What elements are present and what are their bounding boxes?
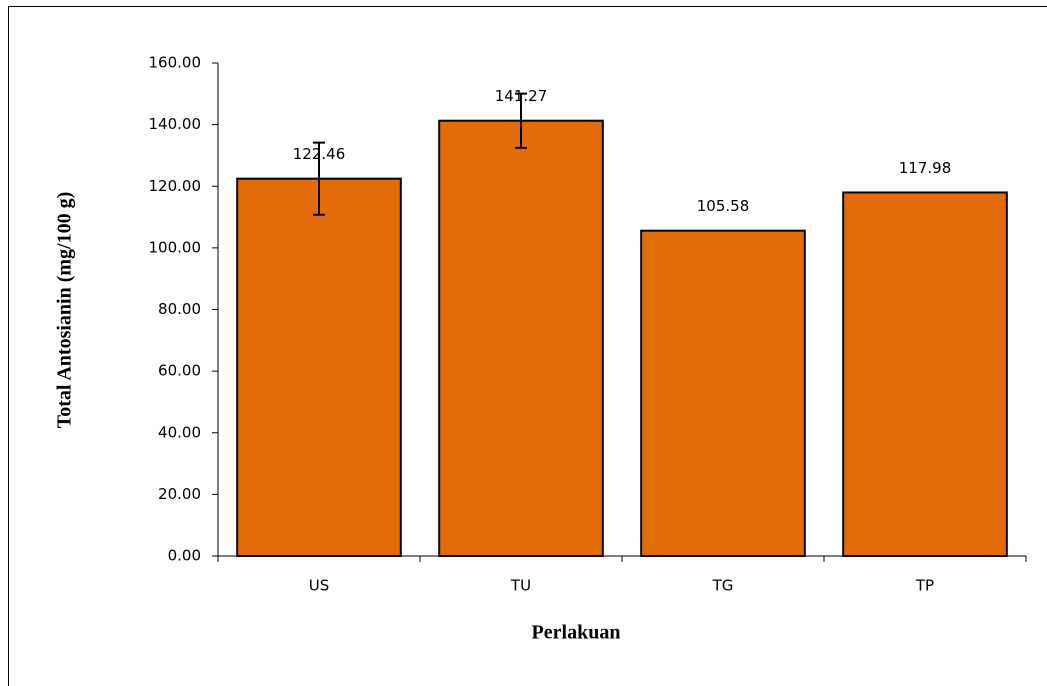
value-label: 105.58 (697, 197, 750, 215)
y-tick-label: 0.00 (168, 547, 201, 565)
y-tick-label: 80.00 (158, 300, 201, 318)
y-tick-label: 160.00 (149, 54, 202, 72)
y-axis-title: Total Antosianin (mg/100 g) (54, 192, 76, 429)
y-tick-label: 20.00 (158, 485, 201, 503)
y-tick-label: 120.00 (149, 177, 202, 195)
x-tick-label: US (309, 577, 330, 595)
bar (236, 177, 402, 557)
value-label: 117.98 (899, 159, 952, 177)
error-bar (313, 141, 325, 216)
x-tick-label: TG (712, 577, 734, 595)
bar (438, 119, 604, 557)
value-label: 141.27 (495, 87, 548, 105)
error-bar (515, 92, 527, 149)
x-axis-title: Perlakuan (532, 622, 621, 644)
y-tick-label: 40.00 (158, 423, 201, 441)
x-tick-label: TU (510, 577, 531, 595)
bar (842, 191, 1008, 557)
bar (640, 229, 806, 558)
y-tick-label: 60.00 (158, 362, 201, 380)
y-tick-label: 140.00 (149, 115, 202, 133)
value-label: 122.46 (293, 145, 346, 163)
x-tick-label: TP (915, 577, 934, 595)
chart-frame (8, 6, 1047, 686)
y-tick-label: 100.00 (149, 238, 202, 256)
